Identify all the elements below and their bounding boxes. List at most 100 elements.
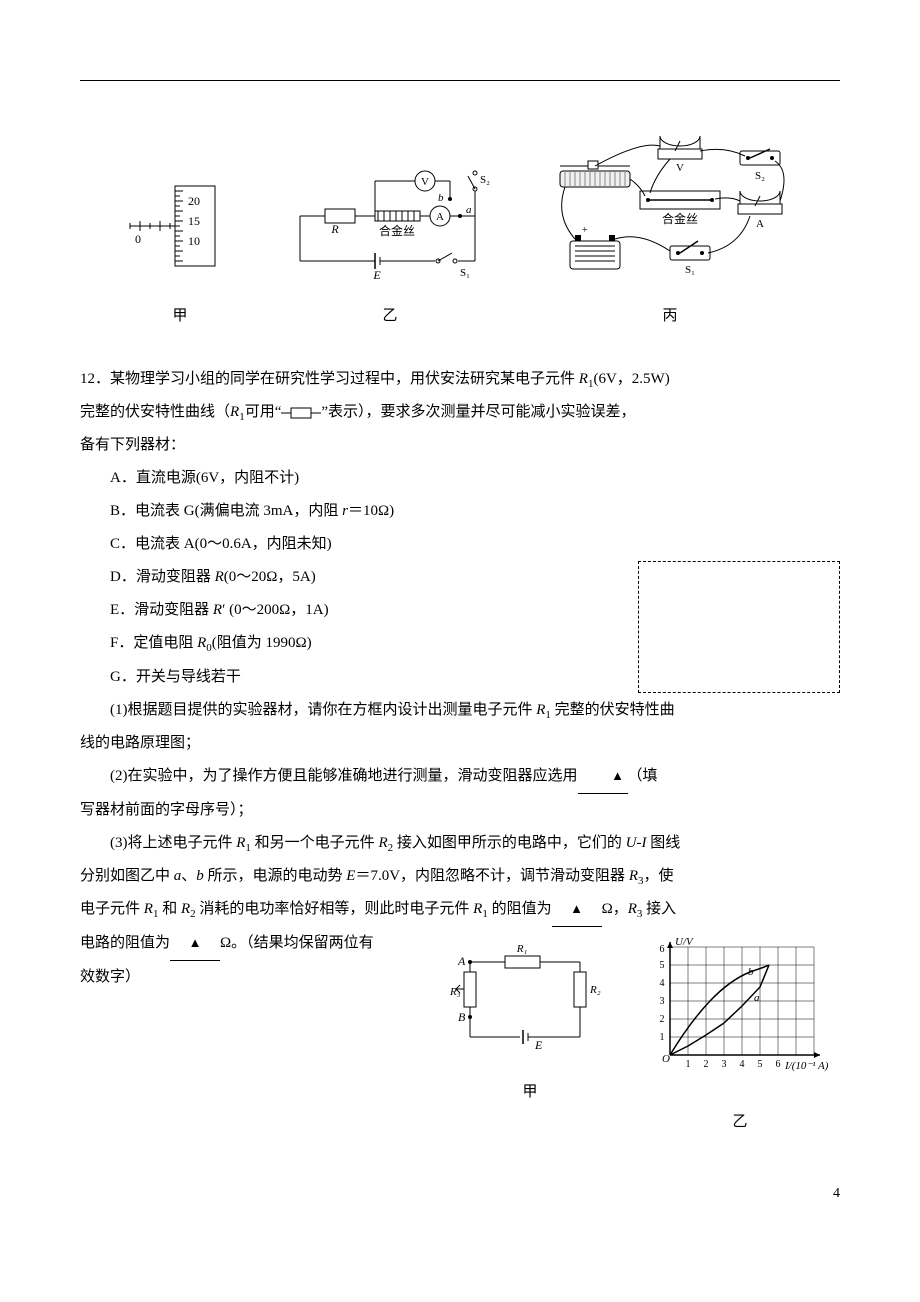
q12-text1: 某物理学习小组的同学在研究性学习过程中，用伏安法研究某电子元件 [110,371,579,387]
p2b: （填 [628,768,658,784]
V-label: V [421,176,429,188]
origin-O: O [662,1053,670,1065]
blank3-mark: ▲ [189,935,202,950]
p3l3b: 和 [158,901,181,917]
yt6: 6 [660,944,665,955]
p3l3e: Ω， [602,901,628,917]
page-number: 4 [80,1179,840,1210]
xt3: 3 [722,1059,727,1070]
S1-pic-label: S₁ [685,264,695,276]
p3l3c: 消耗的电功率恰好相等，则此时电子元件 [196,901,474,917]
q12-2c: ”表示），要求多次测量并尽可能减小实验误差， [321,404,635,420]
R2-box-label: R₂ [589,984,601,996]
question-12: 12．某物理学习小组的同学在研究性学习过程中，用伏安法研究某电子元件 R 1 (6V… [80,363,840,1139]
q12-number: 12． [80,371,110,387]
xt5: 5 [758,1059,763,1070]
yt5: 5 [660,960,665,971]
E-bottom-label: E [534,1038,543,1052]
answer-box [638,561,840,693]
item-F-a: F．定值电阻 [110,635,197,651]
item-D-a: D．滑动变阻器 [110,569,215,585]
V-meter-label: V [676,162,684,174]
curve-a-label: a [754,992,760,1004]
item-D-R: R [215,569,224,585]
p3l3-R2: R [181,901,190,917]
circuit-yi-svg: R 合金丝 A a [280,161,500,281]
A-label: A [436,211,444,223]
p3c: 接入如图甲所示的电路中，它们的 [393,835,626,851]
a-node: a [466,204,472,216]
p2a: (2)在实验中，为了操作方便且能够准确地进行测量，滑动变阻器应选用 [110,768,578,784]
p3-b: b [196,868,204,884]
curve-b-label: b [748,966,754,978]
S1-label: S₁ [460,267,470,279]
q12-part1: (1)根据题目提供的实验器材，请你在方框内设计出测量电子元件 R1 完整的伏安特… [80,694,840,727]
item-D-b: (0～20Ω，5A) [224,569,316,585]
blank1-mark: ▲ [611,768,624,783]
A-node: A [457,954,466,968]
q12-part1-c: 线的电路原理图； [80,727,840,760]
top-rule [80,80,840,81]
p3l2e: ，使 [643,868,673,884]
p3b: 和另一个电子元件 [251,835,379,851]
p1b: 完整的伏安特性曲 [551,702,675,718]
blank-1: ▲ [578,760,628,794]
E-label: E [372,268,381,281]
p3-R3: R [629,868,638,884]
p3a: (3)将上述电子元件 [110,835,236,851]
q12-part2: (2)在实验中，为了操作方便且能够准确地进行测量，滑动变阻器应选用 ▲ （填 [80,760,840,794]
p3l2d: ＝7.0V，内阻忽略不计，调节滑动变阻器 [355,868,628,884]
p3l3-R1b: R [473,901,482,917]
R1-sym: R [579,371,588,387]
svg-text:+: + [582,225,588,236]
xt4: 4 [740,1059,745,1070]
item-F-R: R [197,635,206,651]
pictorial-svg: V S₂ 合金丝 A [540,131,800,281]
p3d: 图线 [646,835,680,851]
blank-3: ▲ [170,927,220,961]
p3l3-R1: R [144,901,153,917]
p3l3d: 的阻值为 [488,901,552,917]
yt1: 1 [660,1032,665,1043]
p3l2b: 、 [181,868,196,884]
p3-U: U [626,835,637,851]
p1a: (1)根据题目提供的实验器材，请你在方框内设计出测量电子元件 [110,702,536,718]
fig-a-label: 甲 [120,300,240,333]
p3l2c: 所示，电源的电动势 [204,868,347,884]
q12-part3-l2: 分别如图乙中 a、b 所示，电源的电动势 E＝7.0V，内阻忽略不计，调节滑动变… [80,860,840,893]
item-B-b: ＝10Ω) [348,503,394,519]
figure-jia-top: 0 [120,171,240,333]
figure-bing-top: V S₂ 合金丝 A [540,131,800,333]
p3l3-R3: R [628,901,637,917]
scale-zero: 0 [135,232,141,246]
S2-pic-label: S₂ [755,170,765,182]
item-A: A．直流电源(6V，内阻不计) [110,462,840,495]
blank-2: ▲ [552,893,602,927]
graph-yi-svg: a b O 1 2 3 4 5 6 1 2 3 [640,937,840,1087]
p3l3a: 电子元件 [80,901,144,917]
x-axis-label: I/(10⁻¹ A) [784,1060,829,1072]
xt2: 2 [704,1059,709,1070]
micrometer-svg: 0 [120,171,240,281]
q12-intro-3: 备有下列器材： [80,429,840,462]
item-B: B．电流表 G(满偏电流 3mA，内阻 r＝10Ω) [110,495,840,528]
item-B-a: B．电流表 G(满偏电流 3mA，内阻 [110,503,342,519]
mark-20: 20 [188,194,200,208]
resistor-symbol-icon [281,407,321,419]
figure-yi-top: R 合金丝 A a [280,161,500,333]
equipment-list: A．直流电源(6V，内阻不计) B．电流表 G(满偏电流 3mA，内阻 r＝10… [110,462,840,693]
p3l3f: 接入 [642,901,676,917]
R1-box-label: R₁ [516,943,528,955]
fig-jia-bottom-label: 甲 [450,1076,610,1109]
mark-15: 15 [188,214,200,228]
circuit-jia-svg: A R₃ B R₁ [450,937,610,1057]
B-node: B [458,1010,466,1024]
yt4: 4 [660,978,665,989]
R1-sym2: R [230,404,239,420]
R-label: R [330,222,339,236]
q12-spec: (6V，2.5W) [593,371,669,387]
q12-part3-l3: 电子元件 R1 和 R2 消耗的电功率恰好相等，则此时电子元件 R1 的阻值为▲… [80,893,840,927]
fig-c-label: 丙 [540,300,800,333]
q12-part2-c: 写器材前面的字母序号）； [80,794,840,827]
item-E-R: R [213,602,222,618]
